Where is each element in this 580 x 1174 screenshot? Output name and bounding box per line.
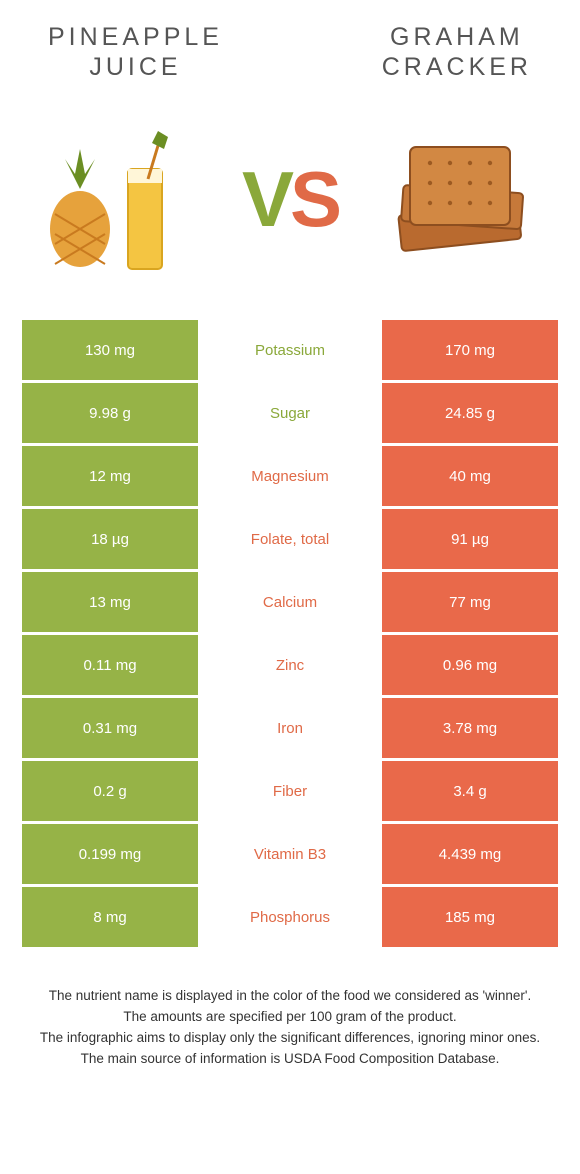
table-row: 12 mgMagnesium40 mg xyxy=(22,446,558,506)
nutrient-label: Potassium xyxy=(198,320,382,380)
table-row: 18 µgFolate, total91 µg xyxy=(22,509,558,569)
right-value: 24.85 g xyxy=(382,383,558,443)
table-row: 0.2 gFiber3.4 g xyxy=(22,761,558,821)
nutrient-label: Fiber xyxy=(198,761,382,821)
nutrient-label: Phosphorus xyxy=(198,887,382,947)
table-row: 0.31 mgIron3.78 mg xyxy=(22,698,558,758)
comparison-table: 130 mgPotassium170 mg9.98 gSugar24.85 g1… xyxy=(22,320,558,947)
left-value: 0.199 mg xyxy=(22,824,198,884)
right-value: 91 µg xyxy=(382,509,558,569)
table-row: 9.98 gSugar24.85 g xyxy=(22,383,558,443)
left-value: 130 mg xyxy=(22,320,198,380)
nutrient-label: Calcium xyxy=(198,572,382,632)
nutrient-label: Zinc xyxy=(198,635,382,695)
table-row: 0.11 mgZinc0.96 mg xyxy=(22,635,558,695)
footer-notes: The nutrient name is displayed in the co… xyxy=(0,950,580,1070)
pineapple-juice-image xyxy=(40,119,200,279)
left-value: 9.98 g xyxy=(22,383,198,443)
right-value: 4.439 mg xyxy=(382,824,558,884)
left-value: 18 µg xyxy=(22,509,198,569)
footer-line: The nutrient name is displayed in the co… xyxy=(34,986,546,1007)
table-row: 8 mgPhosphorus185 mg xyxy=(22,887,558,947)
right-value: 3.4 g xyxy=(382,761,558,821)
nutrient-label: Vitamin B3 xyxy=(198,824,382,884)
right-value: 170 mg xyxy=(382,320,558,380)
left-value: 0.31 mg xyxy=(22,698,198,758)
right-value: 3.78 mg xyxy=(382,698,558,758)
vs-label: VS xyxy=(242,160,338,238)
graham-cracker-image xyxy=(380,119,540,279)
left-value: 0.11 mg xyxy=(22,635,198,695)
right-value: 40 mg xyxy=(382,446,558,506)
table-row: 0.199 mgVitamin B34.439 mg xyxy=(22,824,558,884)
left-title: PINEAPPLE JUICE xyxy=(48,22,223,82)
nutrient-label: Magnesium xyxy=(198,446,382,506)
header: PINEAPPLE JUICE GRAHAM CRACKER xyxy=(0,0,580,92)
right-title: GRAHAM CRACKER xyxy=(382,22,532,82)
right-value: 185 mg xyxy=(382,887,558,947)
left-value: 13 mg xyxy=(22,572,198,632)
footer-line: The main source of information is USDA F… xyxy=(34,1049,546,1070)
table-row: 13 mgCalcium77 mg xyxy=(22,572,558,632)
right-value: 77 mg xyxy=(382,572,558,632)
left-value: 8 mg xyxy=(22,887,198,947)
footer-line: The infographic aims to display only the… xyxy=(34,1028,546,1049)
nutrient-label: Sugar xyxy=(198,383,382,443)
left-value: 0.2 g xyxy=(22,761,198,821)
left-value: 12 mg xyxy=(22,446,198,506)
nutrient-label: Iron xyxy=(198,698,382,758)
table-row: 130 mgPotassium170 mg xyxy=(22,320,558,380)
right-value: 0.96 mg xyxy=(382,635,558,695)
footer-line: The amounts are specified per 100 gram o… xyxy=(34,1007,546,1028)
images-row: VS xyxy=(0,92,580,312)
nutrient-label: Folate, total xyxy=(198,509,382,569)
